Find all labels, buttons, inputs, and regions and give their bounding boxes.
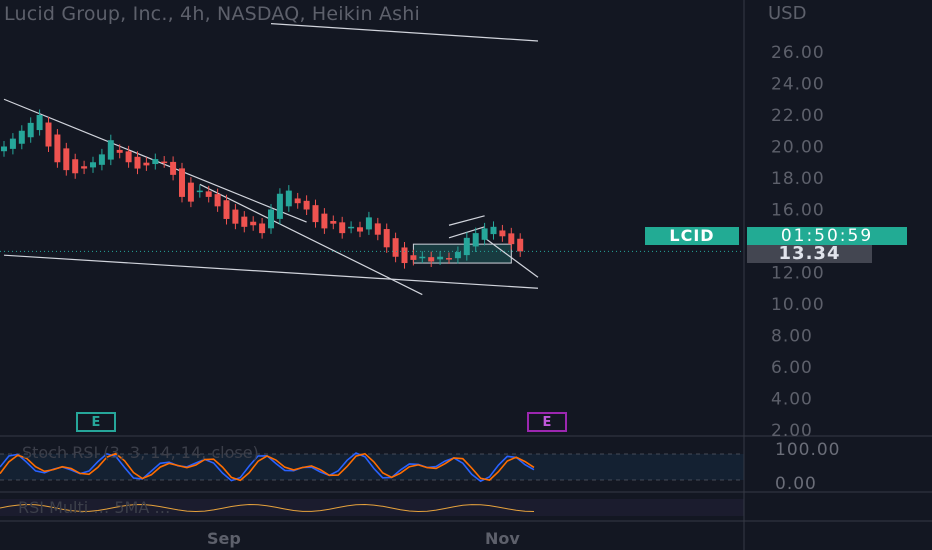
y-tick-label: 8.00: [771, 327, 813, 347]
channel-lower-line: [199, 183, 423, 296]
candle-body: [348, 226, 355, 229]
long-trendline: [3, 254, 539, 289]
candle-body: [107, 140, 114, 160]
earnings-marker-icon[interactable]: E: [76, 412, 116, 432]
candle-body: [330, 221, 337, 224]
bar-countdown-badge: 01:50:59: [747, 227, 907, 245]
y-tick-label: 4.00: [771, 390, 813, 410]
candle-body: [36, 115, 43, 131]
candle-body: [268, 209, 274, 229]
candle-body: [357, 227, 363, 232]
candle-body: [98, 154, 105, 165]
rsi-band: [0, 499, 744, 516]
candle-body: [196, 190, 203, 193]
candle-body: [134, 156, 141, 169]
candle-body: [232, 209, 239, 224]
candle-body: [90, 162, 96, 168]
candle-body: [428, 257, 435, 262]
candle-body: [214, 194, 221, 207]
y-tick-label: 24.00: [771, 75, 825, 95]
candle-body: [437, 256, 444, 260]
candle-body: [161, 161, 168, 164]
candle-body: [285, 190, 292, 207]
candle-body: [508, 233, 515, 245]
y-tick-label: 18.00: [771, 169, 825, 189]
lower-diagonal-line: [484, 237, 539, 278]
candle-body: [446, 258, 452, 260]
stoch-rsi-title[interactable]: Stoch RSI (3, 3, 14, 14, close): [22, 443, 259, 462]
candle-body: [374, 223, 381, 235]
candle-body: [481, 228, 488, 240]
candle-body: [250, 221, 257, 226]
candle-body: [490, 226, 497, 235]
candle-body: [187, 182, 194, 202]
candle-body: [54, 134, 61, 163]
candle-body: [223, 200, 230, 219]
candle-body: [241, 216, 248, 227]
candle-body: [116, 149, 123, 153]
candle-body: [276, 193, 283, 219]
chart-title: Lucid Group, Inc., 4h, NASDAQ, Heikin As…: [4, 3, 420, 25]
candle-body: [401, 247, 408, 264]
x-tick-label-sep: Sep: [207, 529, 241, 548]
y-tick-label: 22.00: [771, 106, 825, 126]
candle-body: [63, 148, 70, 171]
last-price-badge: 13.34: [747, 245, 872, 263]
stoch-axis-label-top: 100.00: [775, 440, 841, 460]
candle-body: [392, 238, 399, 257]
candle-body: [312, 205, 319, 223]
candle-body: [472, 233, 479, 247]
candle-body: [170, 161, 177, 175]
oscillator-panes: [0, 452, 744, 516]
candle-body: [499, 230, 506, 237]
stoch-axis-label-bottom: 0.00: [775, 474, 817, 494]
candlestick-series: [1, 109, 524, 269]
candle-body: [410, 255, 417, 260]
rsi-title[interactable]: RSI Multi … 5MA …: [18, 498, 171, 517]
currency-label: USD: [768, 3, 807, 24]
y-tick-label: 20.00: [771, 138, 825, 158]
candle-body: [27, 122, 34, 138]
candle-body: [18, 130, 25, 144]
candle-body: [321, 213, 328, 229]
candle-body: [303, 200, 310, 210]
candle-body: [463, 237, 470, 256]
candle-body: [365, 217, 372, 230]
candle-body: [143, 162, 150, 166]
candle-body: [205, 191, 212, 197]
candle-body: [125, 151, 132, 163]
candle-body: [419, 256, 426, 259]
candle-body: [152, 159, 159, 165]
candle-body: [1, 146, 7, 152]
y-tick-label: 12.00: [771, 264, 825, 284]
candle-body: [9, 138, 16, 149]
y-tick-label: 26.00: [771, 43, 825, 63]
candle-body: [454, 252, 461, 259]
y-tick-label: 10.00: [771, 295, 825, 315]
candle-body: [81, 166, 88, 169]
x-tick-label-nov: Nov: [485, 529, 520, 548]
top-trendline: [270, 23, 539, 42]
candle-body: [517, 238, 524, 252]
earnings-marker-icon[interactable]: E: [527, 412, 567, 432]
candle-body: [339, 222, 346, 234]
price-axis-ticks: 2.004.006.008.0010.0012.0014.0016.0018.0…: [771, 43, 825, 441]
y-tick-label: 16.00: [771, 201, 825, 221]
candle-body: [259, 223, 266, 234]
y-tick-label: 2.00: [771, 421, 813, 441]
candle-body: [45, 122, 52, 147]
candle-body: [72, 159, 79, 174]
y-tick-label: 6.00: [771, 358, 813, 378]
candle-body: [179, 168, 185, 197]
symbol-badge[interactable]: LCID: [645, 227, 739, 245]
stoch-d-line: [0, 452, 535, 482]
rsi-line: [0, 503, 535, 513]
candle-body: [383, 229, 390, 248]
candle-body: [294, 198, 301, 204]
flag-upper-line: [448, 215, 485, 226]
